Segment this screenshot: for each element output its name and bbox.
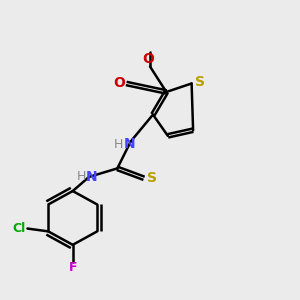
Text: O: O xyxy=(142,52,154,66)
Text: S: S xyxy=(195,75,205,89)
Text: F: F xyxy=(68,261,77,274)
Text: O: O xyxy=(114,76,126,91)
Text: S: S xyxy=(147,171,158,185)
Text: N: N xyxy=(123,137,135,151)
Text: Cl: Cl xyxy=(13,222,26,235)
Text: H: H xyxy=(77,170,86,183)
Text: N: N xyxy=(86,170,98,184)
Text: H: H xyxy=(114,138,124,151)
